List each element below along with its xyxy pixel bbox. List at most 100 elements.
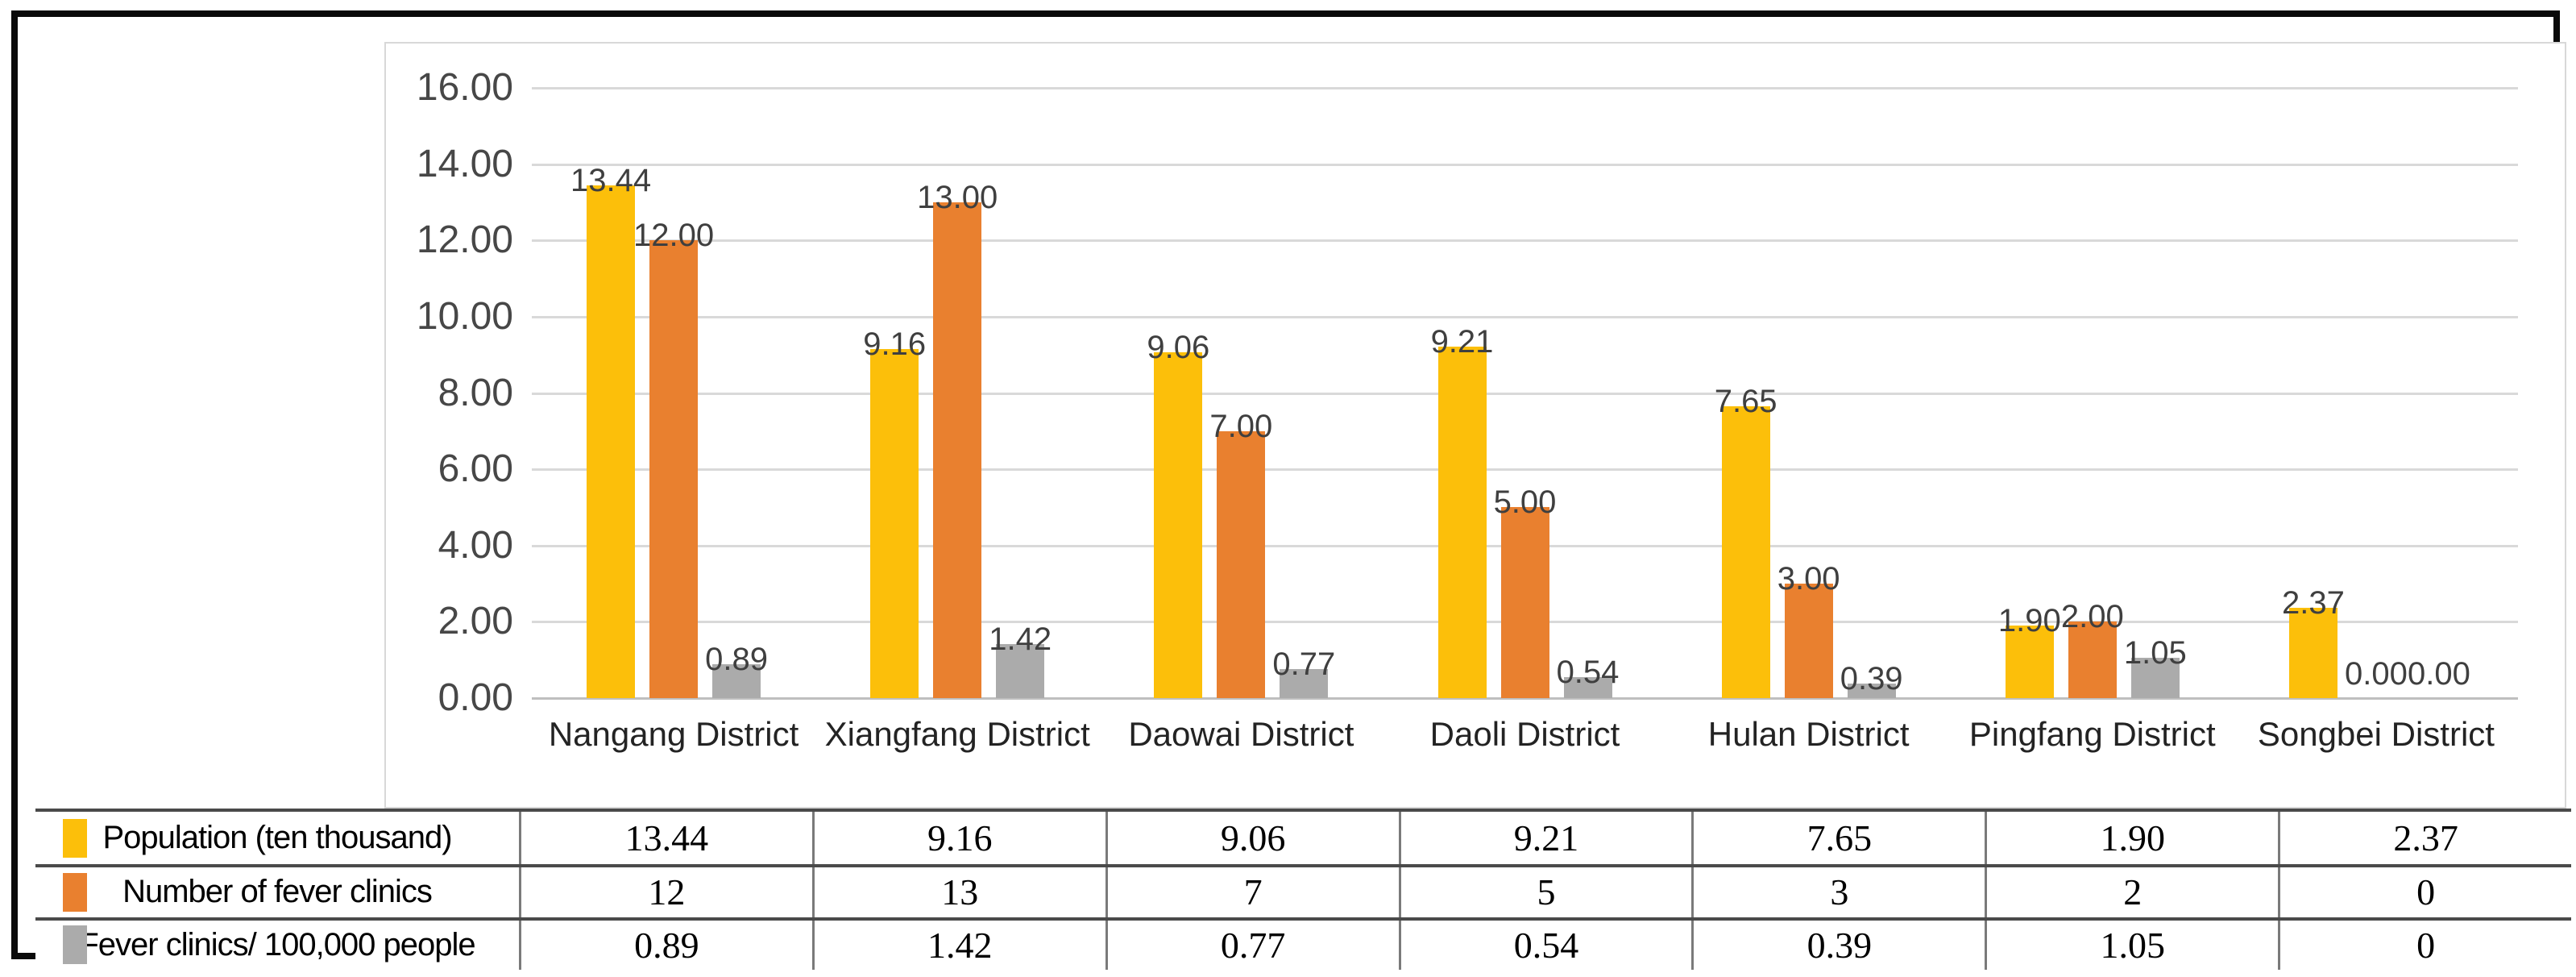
bar-series1-cat5: [1721, 406, 1770, 698]
table-value: 9.16: [927, 817, 993, 859]
table-value: 1.90: [2100, 817, 2165, 859]
table-row: Number of fever clinics 12 13 7 5 3 2 0: [35, 864, 2571, 917]
table-value: 0.39: [1807, 924, 1873, 966]
y-axis-tick-label: 6.00: [438, 447, 513, 491]
bar-series2-cat3: [1217, 431, 1266, 698]
x-axis-line: [532, 697, 2518, 700]
legend-data-table: Population (ten thousand) 13.44 9.16 9.06 9.…: [35, 809, 2571, 970]
table-value: 12: [648, 871, 686, 913]
value-label: 0.54: [1556, 655, 1620, 690]
row-label: Fever clinics/ 100,000 people: [79, 926, 475, 962]
table-cell: 7: [1105, 867, 1399, 917]
value-label: 0.39: [1840, 661, 1903, 696]
legend-swatch: [63, 872, 87, 912]
table-value: 13.44: [624, 817, 709, 859]
value-label: 0.00: [2407, 656, 2470, 692]
table-row: Population (ten thousand) 13.44 9.16 9.06 9.…: [35, 812, 2571, 865]
x-axis-category-label: Songbei District: [2257, 715, 2495, 753]
table-cell: 5: [1398, 867, 1692, 917]
value-label: 1.90: [1997, 603, 2061, 638]
table-value: 1.42: [927, 924, 993, 966]
value-label: 1.05: [2123, 635, 2187, 671]
y-axis-tick-label: 14.00: [416, 142, 513, 185]
bar-series2-cat1: [649, 240, 699, 698]
chart-area: 0.00 2.00 4.00 6.00 8.00 10.00 12.00 14.00 16.00…: [384, 42, 2566, 809]
table-cell: 0.54: [1398, 920, 1692, 970]
table-value: 0.89: [634, 924, 699, 966]
row-label-cell: Number of fever clinics: [35, 867, 519, 917]
value-label: 13.00: [917, 180, 998, 215]
value-label: 2.00: [2060, 599, 2124, 634]
table-value: 0.77: [1220, 924, 1286, 966]
table-value: 5: [1537, 871, 1556, 913]
table-cell: 1.42: [811, 920, 1105, 970]
table-value: 2: [2123, 871, 2143, 913]
legend-swatch: [63, 818, 87, 858]
bar-series3-cat1: [712, 664, 761, 698]
row-label-cell: Fever clinics/ 100,000 people: [35, 921, 519, 970]
value-label: 0.00: [2344, 656, 2408, 692]
value-label: 13.44: [570, 163, 652, 198]
bar-series3-cat5: [1847, 684, 1896, 698]
table-value: 7: [1243, 871, 1263, 913]
bar-series1-cat2: [870, 349, 919, 698]
table-row: Fever clinics/ 100,000 people 0.89 1.42 0.7…: [35, 917, 2571, 970]
table-cell: 0.39: [1691, 920, 1985, 970]
x-axis-category-label: Daowai District: [1128, 715, 1354, 753]
bar-series1-cat7: [2288, 608, 2337, 698]
value-label: 3.00: [1777, 561, 1840, 597]
value-label: 9.21: [1430, 324, 1494, 360]
table-cell: 0: [2278, 867, 2571, 917]
bar-series3-cat4: [1563, 677, 1612, 698]
table-cell: 0.89: [519, 920, 812, 970]
value-label: 1.42: [989, 622, 1052, 657]
value-label: 9.06: [1147, 330, 1210, 365]
y-axis-tick-label: 8.00: [438, 371, 513, 414]
value-label: 7.00: [1209, 409, 1273, 444]
value-label: 2.37: [2281, 585, 2345, 621]
table-cell: 9.06: [1105, 812, 1399, 865]
y-axis-tick-label: 10.00: [416, 295, 513, 338]
table-cell: 13.44: [519, 812, 812, 865]
value-label: 9.16: [863, 326, 927, 362]
table-value: 2.37: [2393, 817, 2458, 859]
y-axis-tick-label: 16.00: [416, 66, 513, 110]
bar-series3-cat3: [1280, 669, 1329, 698]
row-label-cell: Population (ten thousand): [35, 812, 519, 864]
value-label: 7.65: [1714, 384, 1777, 419]
x-axis-category-label: Hulan District: [1707, 715, 1910, 753]
value-label: 12.00: [633, 218, 715, 253]
row-label: Population (ten thousand): [102, 820, 452, 856]
table-value: 9.06: [1220, 817, 1286, 859]
bar-series2-cat4: [1500, 507, 1549, 698]
table-value: 9.21: [1513, 817, 1579, 859]
bar-series1-cat3: [1154, 352, 1203, 698]
value-label: 5.00: [1493, 484, 1557, 520]
table-cell: 7.65: [1691, 812, 1985, 865]
table-cell: 13: [811, 867, 1105, 917]
table-cell: 2.37: [2278, 812, 2571, 865]
bar-series1-cat1: [587, 185, 636, 698]
table-cell: 9.16: [811, 812, 1105, 865]
table-value: 1.05: [2100, 924, 2165, 966]
y-axis-tick-label: 12.00: [416, 218, 513, 262]
table-value: 3: [1830, 871, 1849, 913]
gridline: [532, 392, 2518, 395]
row-label: Number of fever clinics: [122, 874, 433, 910]
y-axis-tick-label: 2.00: [438, 600, 513, 643]
table-value: 0: [2416, 924, 2436, 966]
gridline: [532, 468, 2518, 472]
gridline: [532, 87, 2518, 90]
x-axis-category-label: Nangang District: [548, 715, 799, 753]
legend-swatch: [63, 925, 87, 965]
table-value: 13: [941, 871, 979, 913]
bar-series3-cat6: [2130, 658, 2180, 698]
table-cell: 3: [1691, 867, 1985, 917]
x-axis-category-label: Xiangfang District: [824, 715, 1090, 753]
bar-series1-cat4: [1437, 347, 1487, 698]
value-label: 0.89: [705, 642, 768, 677]
bar-series2-cat5: [1784, 584, 1833, 698]
y-axis-tick-label: 4.00: [438, 523, 513, 567]
bar-series2-cat2: [933, 202, 982, 698]
